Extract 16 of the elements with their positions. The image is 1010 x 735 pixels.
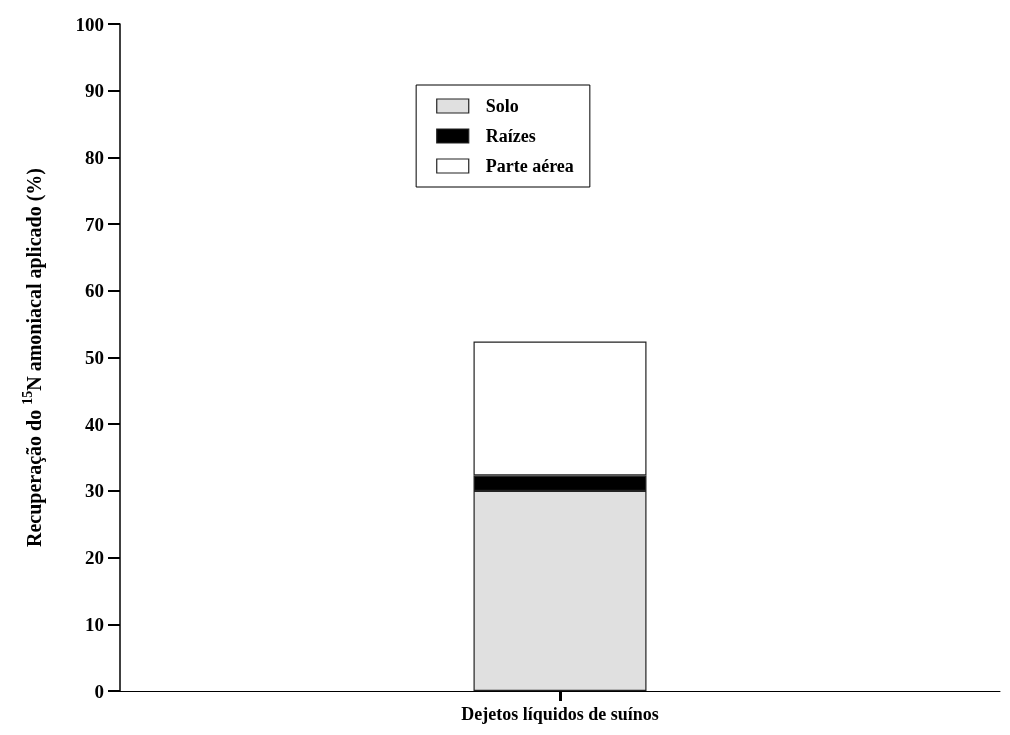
y-tick-label: 30 xyxy=(85,480,104,502)
y-tick-label: 20 xyxy=(85,547,104,569)
legend-label: Solo xyxy=(485,96,519,116)
y-tick-label: 0 xyxy=(94,680,104,702)
y-tick-label: 70 xyxy=(85,213,104,235)
y-tick-label: 50 xyxy=(85,347,104,368)
x-tick-label: Dejetos líquidos de suínos xyxy=(461,704,659,724)
y-tick-label: 90 xyxy=(85,80,104,102)
y-tick-label: 100 xyxy=(75,13,104,35)
y-axis-title: Recuperação do 15N amoniacal aplicado (%) xyxy=(19,168,46,547)
y-tick-label: 80 xyxy=(85,146,104,168)
legend-label: Parte aérea xyxy=(485,156,574,176)
y-tick-label: 10 xyxy=(85,613,104,635)
legend-label: Raízes xyxy=(485,126,536,146)
y-tick-label: 40 xyxy=(85,413,104,435)
y-tick-label: 60 xyxy=(85,280,104,302)
